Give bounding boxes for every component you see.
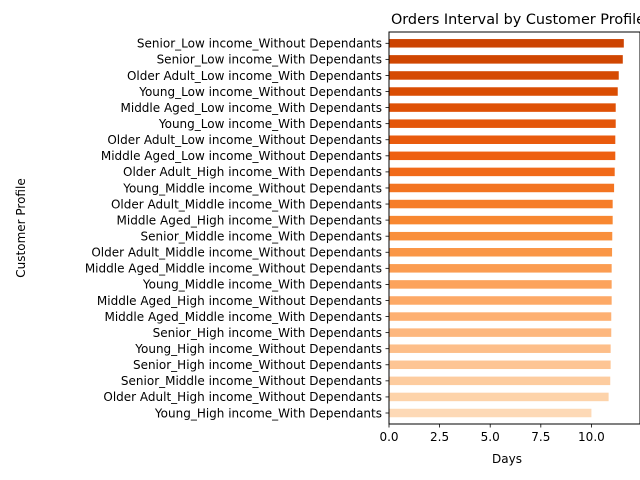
bar [389,392,609,402]
bar [389,151,616,161]
y-tick-label: Middle Aged_High income_Without Dependan… [97,294,382,308]
y-tick-label: Older Adult_Middle income_Without Depend… [91,246,382,260]
x-tick-label: 2.5 [430,430,449,444]
y-tick-label: Older Adult_Low income_Without Dependant… [107,133,382,147]
plot-frame [388,31,640,425]
y-tick-label: Young_Middle income_With Dependants [142,278,382,292]
y-tick-label: Senior_High income_With Dependants [153,326,382,340]
y-tick-label: Older Adult_Low income_With Dependants [127,69,382,83]
y-tick-label: Young_High income_With Dependants [154,406,382,420]
y-tick-label: Young_Middle income_Without Dependants [122,181,382,195]
y-tick-labels: Senior_Low income_Without Dependants Seni… [85,37,389,420]
y-axis-label: Customer Profile [14,178,28,277]
bar [389,280,612,289]
bar [389,376,611,386]
bar [389,103,616,112]
y-tick-label: Middle Aged_Low income_With Dependants [121,101,383,115]
y-tick-label: Older Adult_High income_Without Dependan… [103,390,382,404]
bar [389,264,612,273]
bar [389,328,612,337]
bar [389,296,612,305]
y-tick-label: Middle Aged_Low income_Without Dependant… [101,149,382,163]
x-tick-label: 5.0 [481,430,500,444]
bar [389,119,616,128]
y-tick-label: Senior_Low income_Without Dependants [137,37,382,51]
bar [389,248,613,257]
bar [389,39,624,48]
y-tick-label: Middle Aged_Middle income_With Dependant… [104,310,382,324]
x-tick-label: 7.5 [531,430,550,444]
bar [389,87,618,96]
bar [389,199,613,209]
bar [389,183,615,193]
x-axis-ticks: 0.0 2.5 5.0 7.5 10.0 [379,424,605,444]
x-tick-label: 0.0 [379,430,398,444]
y-tick-label: Older Adult_Middle income_With Dependant… [111,197,382,211]
bar [389,55,623,64]
y-tick-label: Middle Aged_High income_With Dependants [117,213,382,227]
y-tick-label: Young_Low income_Without Dependants [138,85,382,99]
y-tick-label: Senior_Middle income_With Dependants [141,229,382,243]
chart-title: Orders Interval by Customer Profile [391,12,640,28]
bar [389,135,616,144]
y-tick-label: Middle Aged_Middle income_Without Depend… [85,262,382,276]
x-tick-label: 10.0 [578,430,605,444]
bars-group [389,39,624,418]
y-tick-label: Young_Low income_With Dependants [158,117,382,131]
bar [389,215,613,225]
y-tick-label: Senior_Low income_With Dependants [157,53,382,67]
bar [389,408,592,418]
bar [389,360,611,370]
bar [389,231,613,241]
y-tick-label: Senior_Middle income_Without Dependants [121,374,382,388]
bar [389,167,615,177]
x-axis-label: Days [492,452,522,466]
bar [389,312,612,321]
bar [389,344,611,353]
y-tick-label: Senior_High income_Without Dependants [133,358,382,372]
y-tick-label: Young_High income_Without Dependants [134,342,382,356]
y-tick-label: Older Adult_High income_With Dependants [123,165,382,179]
bar [389,71,619,80]
